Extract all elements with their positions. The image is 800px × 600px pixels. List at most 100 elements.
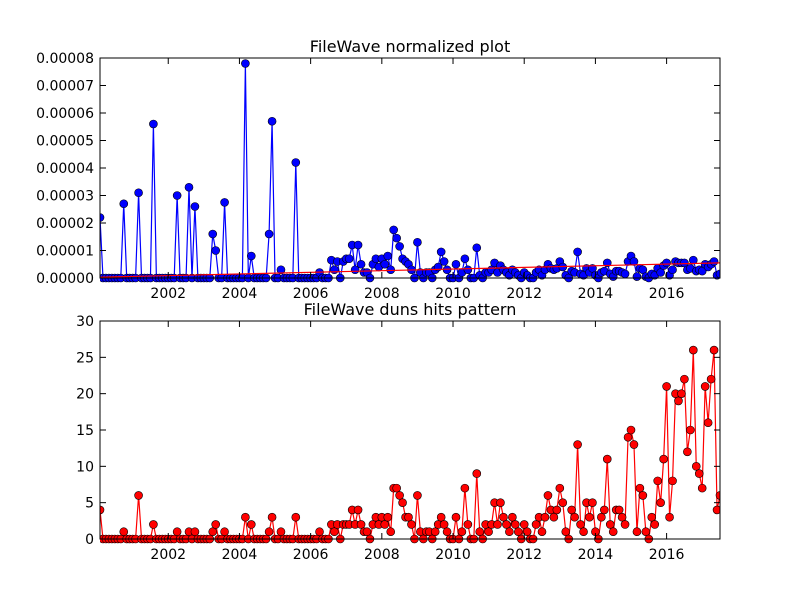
marker (522, 527, 532, 537)
marker (531, 520, 541, 529)
marker (276, 527, 286, 537)
marker (451, 259, 461, 269)
marker (605, 520, 615, 529)
marker (267, 512, 277, 522)
marker (383, 251, 393, 261)
marker (291, 158, 301, 167)
marker (668, 265, 677, 275)
marker (647, 512, 657, 522)
y-tick-label: 30 (76, 314, 94, 330)
marker (413, 237, 422, 247)
marker (383, 512, 393, 522)
marker (608, 527, 618, 537)
y-tick-label: 0.00005 (36, 134, 94, 150)
marker (463, 265, 473, 275)
x-tick-label: 2016 (649, 547, 685, 563)
marker (662, 382, 671, 391)
marker (356, 259, 366, 269)
y-tick-label: 0 (85, 532, 94, 548)
x-tick-label: 2010 (435, 547, 471, 563)
x-tick-label: 2014 (578, 286, 614, 302)
marker (659, 454, 668, 464)
marker (457, 527, 467, 537)
marker (629, 257, 639, 266)
marker (439, 257, 449, 266)
marker (656, 498, 665, 507)
marker (697, 483, 707, 493)
marker (380, 520, 390, 529)
y-tick-label: 25 (76, 350, 94, 366)
y-tick-label: 0.00002 (36, 216, 94, 232)
marker (505, 527, 514, 537)
marker (579, 527, 588, 537)
marker (715, 269, 720, 279)
marker (683, 447, 692, 457)
marker (134, 491, 143, 500)
marker (549, 512, 559, 522)
marker (100, 213, 105, 222)
marker (330, 527, 339, 537)
marker (291, 512, 301, 522)
marker (100, 505, 105, 515)
marker (629, 440, 639, 449)
marker (508, 512, 517, 522)
x-tick-label: 2006 (293, 547, 329, 563)
marker (502, 520, 511, 529)
marker (211, 246, 220, 255)
marker (570, 512, 579, 522)
marker (430, 527, 440, 537)
marker (712, 505, 720, 515)
marker (493, 520, 502, 529)
y-tick-label: 15 (76, 423, 94, 439)
marker (246, 520, 256, 529)
marker (715, 491, 720, 500)
marker (172, 527, 182, 537)
marker (451, 512, 461, 522)
marker (665, 512, 674, 522)
marker (576, 520, 585, 529)
x-tick-label: 2002 (150, 547, 186, 563)
marker (552, 505, 562, 515)
marker (632, 527, 642, 537)
marker (190, 527, 200, 537)
y-tick-label: 20 (76, 387, 94, 403)
x-tick-label: 2006 (293, 286, 329, 302)
marker (585, 512, 594, 522)
marker (172, 191, 182, 200)
marker (620, 269, 630, 279)
marker (706, 374, 716, 384)
marker (677, 389, 686, 398)
marker (614, 505, 624, 515)
marker (700, 382, 710, 391)
marker (496, 498, 505, 507)
marker (537, 527, 547, 537)
marker (600, 505, 609, 515)
marker (694, 469, 704, 478)
marker (184, 182, 194, 192)
marker (472, 469, 482, 478)
marker (641, 527, 651, 537)
marker (689, 255, 698, 265)
y-tick-label: 10 (76, 459, 94, 475)
x-tick-label: 2004 (222, 286, 258, 302)
marker (241, 59, 250, 68)
marker (344, 254, 354, 264)
y-tick-label: 0.00001 (36, 244, 94, 260)
marker (597, 512, 606, 522)
marker (404, 512, 413, 522)
marker (463, 520, 473, 529)
marker (691, 462, 701, 471)
marker (389, 225, 398, 235)
chart-title: FileWave normalized plot (310, 37, 510, 56)
marker (632, 272, 642, 281)
chart-title: FileWave duns hits pattern (304, 300, 517, 319)
x-tick-label: 2008 (364, 547, 400, 563)
marker (149, 520, 158, 529)
marker (208, 229, 218, 239)
marker (588, 498, 597, 507)
marker (674, 396, 683, 406)
y-tick-label: 0.00003 (36, 189, 94, 205)
marker (567, 505, 576, 515)
marker (460, 483, 470, 493)
